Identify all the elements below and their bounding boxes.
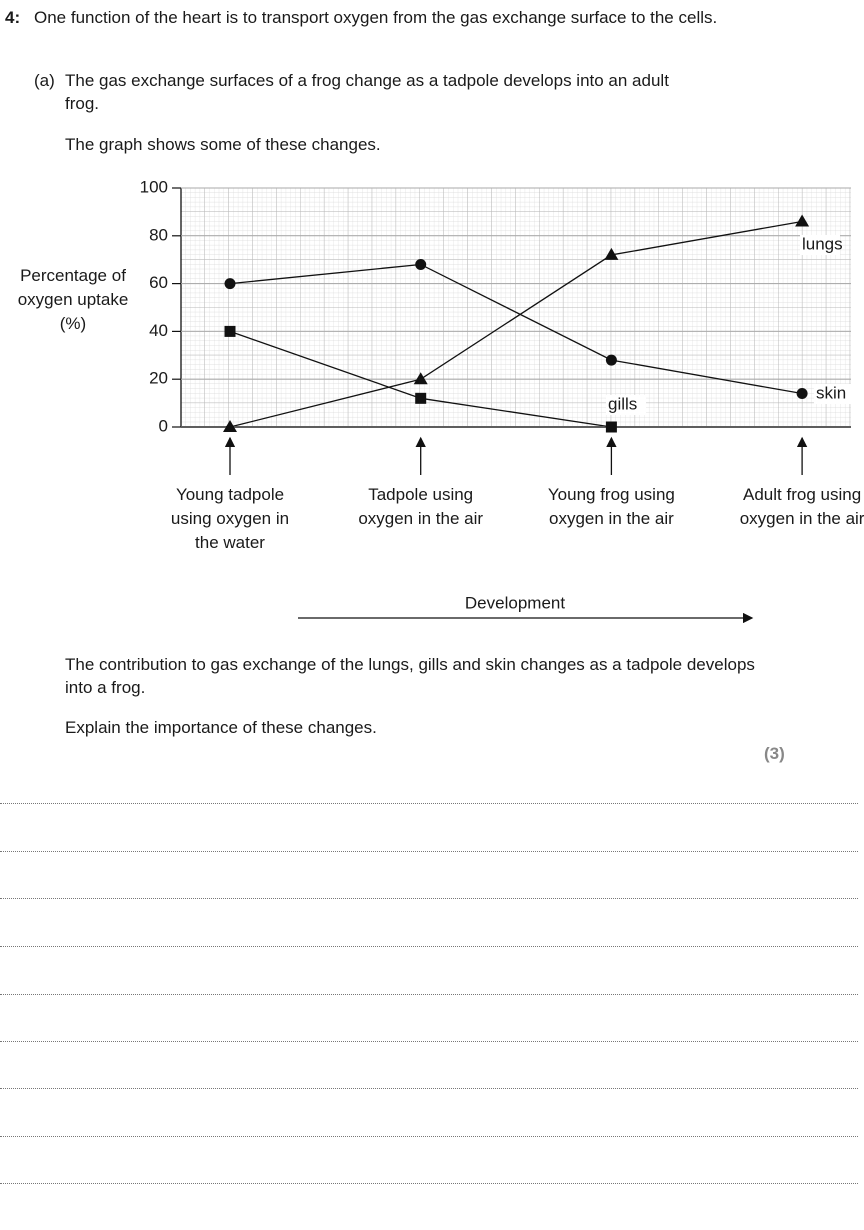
follow-up: The contribution to gas exchange of the … — [65, 655, 755, 697]
data-point — [605, 354, 617, 366]
question-stem: One function of the heart is to transpor… — [34, 8, 718, 27]
y-tick-label: 20 — [149, 369, 168, 388]
data-point — [223, 420, 237, 432]
category-label: Adult frog using oxygen in the air — [739, 485, 864, 528]
series-line — [229, 263, 803, 395]
y-tick-label: 40 — [149, 321, 168, 340]
marks: (3) — [764, 744, 785, 763]
series-line — [229, 220, 803, 428]
chart: Development 0 20 40 60 80 100 skin gills lungs — [139, 177, 854, 624]
answer-line — [0, 898, 858, 899]
series-label: gills — [608, 394, 637, 413]
category-label: Young frog using oxygen in the air — [547, 485, 675, 528]
data-point — [796, 388, 808, 400]
series-label: skin — [816, 383, 846, 402]
category-label: Young tadpole using oxygen in the water — [170, 485, 290, 552]
answer-line — [0, 946, 858, 947]
graph-intro: The graph shows some of these changes. — [65, 135, 381, 154]
y-axis-label: Percentage of — [20, 266, 126, 285]
data-point — [604, 247, 619, 260]
data-point — [224, 278, 236, 290]
answer-line — [0, 1088, 858, 1089]
answer-line — [0, 1183, 858, 1184]
label-bg — [606, 395, 646, 415]
y-axis-label: oxygen uptake — [17, 290, 129, 309]
y-tick-label: 100 — [140, 177, 168, 196]
y-tick-label: 80 — [149, 225, 168, 244]
series-label: lungs — [802, 234, 843, 253]
label-bg — [800, 235, 840, 255]
data-point — [605, 421, 617, 433]
y-tick-label: 0 — [159, 416, 168, 435]
answer-line — [0, 851, 858, 852]
category-label: Tadpole using oxygen in the air — [358, 485, 484, 528]
x-axis-label: Development — [465, 593, 565, 612]
graph-paper — [181, 188, 851, 427]
answer-line — [0, 1041, 858, 1042]
data-point — [413, 372, 428, 385]
label-bg — [814, 384, 854, 404]
question-number: 4: — [5, 8, 21, 27]
y-tick-label: 60 — [149, 273, 168, 292]
answer-line — [0, 994, 858, 995]
instruction: Explain the importance of these changes. — [65, 718, 377, 737]
part-text: The gas exchange surfaces of a frog chan… — [65, 71, 669, 113]
part-label: (a) — [34, 71, 55, 90]
data-point — [224, 325, 236, 337]
data-point — [415, 258, 427, 270]
answer-line — [0, 803, 858, 804]
data-point — [795, 214, 810, 227]
y-axis-label: (%) — [59, 314, 87, 333]
data-point — [415, 392, 427, 404]
answer-line — [0, 1136, 858, 1137]
